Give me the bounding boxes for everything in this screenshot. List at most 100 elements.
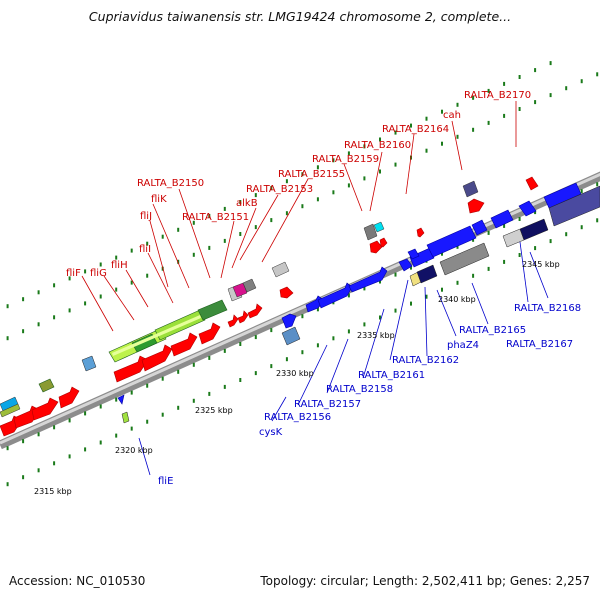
scale-dash [379, 315, 381, 320]
scale-dash [472, 273, 475, 278]
gene-label: fliK [151, 194, 167, 205]
reverse-strand-genes [81, 182, 600, 424]
scale-dash [177, 405, 180, 410]
scale-dash [115, 255, 118, 260]
scale-dash [6, 336, 9, 341]
scale-dash [146, 241, 149, 246]
scale-dash [394, 272, 397, 277]
scale-dash [580, 189, 583, 194]
scale-dash [6, 304, 9, 309]
tick-label: 2320 kbp [115, 446, 153, 455]
gene-label: phaZ4 [447, 340, 479, 351]
gene-label: fliI [139, 244, 151, 255]
scale-dash [487, 120, 490, 125]
scale-dash [68, 308, 71, 313]
tick-label: 2315 kbp [34, 487, 72, 496]
scale-dash [208, 391, 211, 396]
scale-dash [177, 369, 180, 374]
scale-dash [99, 404, 102, 409]
scale-dash [37, 468, 40, 473]
label-leader-lines [81, 101, 549, 476]
scale-dash [316, 165, 319, 170]
scale-dash [425, 116, 428, 121]
scale-dash [99, 294, 102, 299]
tick-label: 2325 kbp [195, 406, 233, 415]
scale-dash [332, 336, 335, 341]
scale-dash [379, 137, 381, 142]
scale-dash [518, 217, 521, 221]
scale-dash [549, 93, 552, 98]
gene-label: RALTA_B2153 [246, 184, 313, 195]
tick-label: 2335 kbp [357, 331, 395, 340]
scale-dash [22, 439, 25, 444]
scale-dash [580, 79, 583, 84]
scale-dash [68, 276, 71, 281]
scale-dash [223, 384, 226, 389]
scale-dash [441, 141, 443, 146]
forward-strand-genes [0, 176, 539, 437]
scale-dash [223, 206, 226, 211]
scale-dash [332, 190, 335, 195]
scale-dash [394, 162, 397, 167]
scale-dash [487, 88, 490, 93]
scale-dash [53, 283, 56, 288]
scale-dash [534, 246, 537, 251]
gene-arrow [0, 176, 539, 437]
scale-dash [177, 227, 180, 232]
scale-dash [518, 253, 521, 257]
gene-label: RALTA_B2161 [358, 370, 425, 381]
scale-dash [130, 280, 133, 285]
scale-dash [316, 307, 319, 312]
scale-dash [596, 218, 599, 223]
bottom-gene-labels: fliE cysK RALTA_B2156 RALTA_B2157 RALTA_… [158, 303, 581, 487]
scale-dash [285, 211, 288, 216]
scale-dash [472, 127, 475, 132]
gene-label: fliG [90, 268, 107, 279]
gene-label: fliJ [140, 211, 152, 222]
scale-dash [115, 397, 118, 402]
scale-dash [84, 411, 87, 416]
gene-label: cysK [259, 427, 283, 438]
gene-box-misc [81, 185, 600, 424]
scale-dash [410, 123, 412, 128]
scale-dash [53, 461, 56, 466]
scale-dash [394, 308, 397, 313]
scale-dash [53, 425, 56, 430]
scale-dash [146, 383, 149, 388]
scale-dash [379, 279, 381, 284]
scale-dash [347, 293, 350, 298]
gene-arrow [117, 182, 582, 405]
tick-label: 2340 kbp [438, 295, 476, 304]
scale-dash [115, 433, 118, 438]
gene-label: fliE [158, 476, 173, 487]
scale-dash [534, 210, 537, 215]
gene-label: RALTA_B2162 [392, 355, 459, 366]
scale-dash [192, 220, 195, 225]
scale-dash [130, 390, 133, 395]
scale-dash [518, 75, 521, 79]
scale-dash [146, 419, 149, 424]
scale-dash [456, 244, 459, 249]
map-title: Cupriavidus taiwanensis str. LMG19424 ch… [88, 9, 512, 24]
scale-dash [239, 200, 242, 204]
scale-dash [115, 287, 118, 292]
scale-dash [192, 252, 195, 257]
scale-dash [487, 230, 490, 235]
scale-dash [472, 95, 475, 100]
scale-dash [441, 287, 443, 292]
scale-dash [441, 251, 443, 256]
scale-dash [363, 144, 366, 149]
accession-text: Accession: NC_010530 [9, 574, 146, 588]
scale-dash [347, 329, 350, 334]
scale-dash [549, 61, 552, 66]
scale-dash [223, 348, 226, 353]
scale-dash [239, 232, 242, 236]
gene-label: fliH [111, 260, 128, 271]
scale-dash [565, 232, 568, 237]
scale-dash [487, 266, 490, 271]
scale-dash [254, 371, 257, 376]
scale-dash [456, 102, 459, 107]
gene-label: cah [443, 110, 461, 121]
scale-dash [208, 355, 211, 360]
scale-dash [270, 364, 273, 369]
